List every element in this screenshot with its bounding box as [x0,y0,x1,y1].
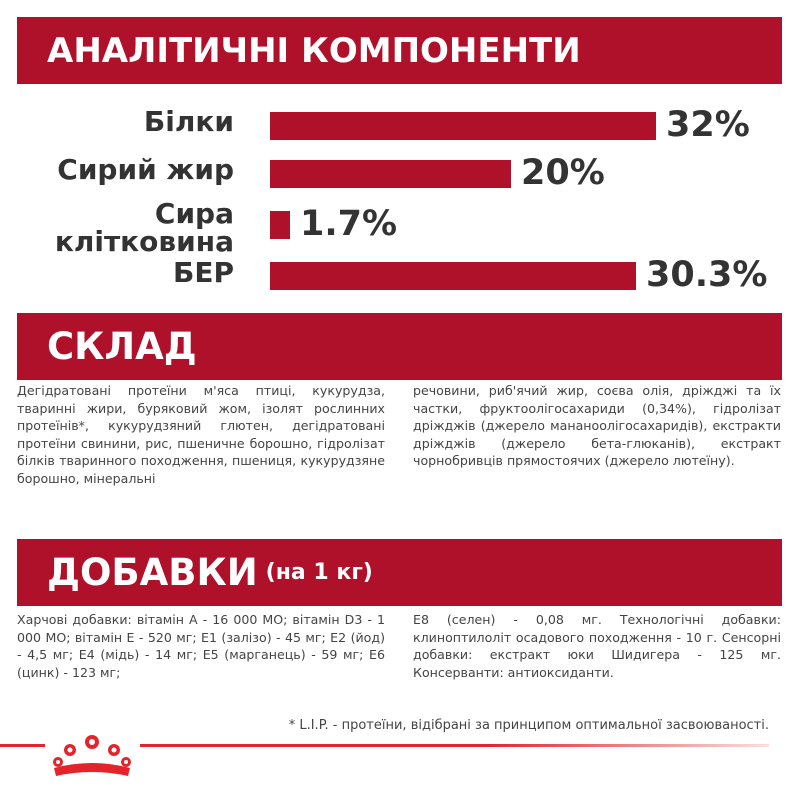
additives-text-col1: Харчові добавки: вітамін A - 16 000 МО; … [17,612,385,680]
analytic-row-fat: Сирий жир 20% [0,152,799,193]
composition-text-col1: Дегідратовані протеїни м'яса птиці, куку… [17,383,385,486]
analytic-value: 32% [666,105,750,145]
composition-text-col2: речовини, риб'ячий жир, соєва олія, дріж… [413,383,781,468]
analytic-bar [270,112,656,140]
footer-rule-left [0,744,45,747]
footnote: * L.I.P. - протеїни, відібрані за принци… [288,718,769,733]
analytic-bar [270,211,290,239]
footer-rule [140,744,769,747]
analytic-label: Сирий жир [57,153,234,186]
composition-title: СКЛАД [47,325,197,368]
additives-text-col2: E8 (селен) - 0,08 мг. Технологічні добав… [413,612,781,680]
additives-subtitle: (на 1 кг) [265,560,373,585]
analytic-components-title: АНАЛІТИЧНІ КОМПОНЕНТИ [47,30,581,71]
analytic-label: Білки [143,105,234,138]
analytic-value: 20% [521,153,605,193]
analytic-label: БЕР [173,256,234,289]
analytic-bar [270,160,511,188]
analytic-row-fiber: Сира клітковина 1.7% [0,200,799,260]
analytic-label: Сира клітковина [55,200,234,256]
analytic-components-banner: АНАЛІТИЧНІ КОМПОНЕНТИ [17,17,782,84]
analytic-bar [270,262,636,290]
analytic-label-line: Сира [154,197,234,230]
analytic-value: 30.3% [646,255,768,295]
additives-banner: ДОБАВКИ (на 1 кг) [17,539,782,606]
analytic-label-line: клітковина [54,225,234,258]
analytic-row-protein: Білки 32% [0,104,799,145]
additives-title: ДОБАВКИ [47,551,258,594]
composition-banner: СКЛАД [17,313,782,380]
analytic-value: 1.7% [300,204,398,244]
analytic-row-ber: БЕР 30.3% [0,255,799,295]
royal-canin-crown-icon [53,735,131,776]
